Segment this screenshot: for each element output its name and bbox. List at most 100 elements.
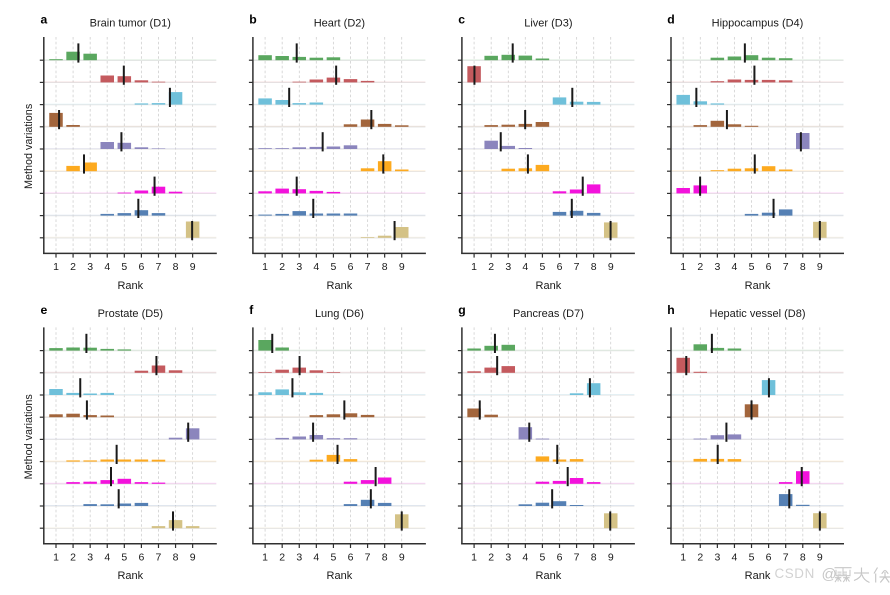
svg-text:a: a: [41, 13, 48, 27]
svg-text:1: 1: [680, 261, 686, 273]
svg-text:d: d: [667, 13, 674, 27]
svg-text:7: 7: [783, 552, 789, 564]
svg-text:8: 8: [173, 552, 179, 564]
svg-text:3: 3: [714, 552, 720, 564]
svg-text:8: 8: [591, 552, 597, 564]
svg-text:3: 3: [714, 261, 720, 273]
svg-text:Rank: Rank: [327, 570, 353, 582]
svg-text:8: 8: [382, 552, 388, 564]
svg-text:5: 5: [121, 261, 127, 273]
svg-text:1: 1: [471, 261, 477, 273]
svg-text:1: 1: [262, 261, 268, 273]
svg-text:6: 6: [348, 552, 354, 564]
svg-text:5: 5: [749, 261, 755, 273]
svg-text:h: h: [667, 303, 674, 317]
svg-text:8: 8: [800, 261, 806, 273]
svg-text:7: 7: [783, 261, 789, 273]
svg-text:7: 7: [365, 261, 371, 273]
svg-text:g: g: [458, 303, 465, 317]
svg-text:Rank: Rank: [745, 280, 771, 292]
svg-text:9: 9: [608, 261, 614, 273]
svg-text:6: 6: [557, 552, 563, 564]
svg-text:9: 9: [608, 552, 614, 564]
svg-text:Rank: Rank: [327, 280, 353, 292]
svg-text:9: 9: [817, 261, 823, 273]
svg-text:1: 1: [53, 261, 59, 273]
svg-text:1: 1: [471, 552, 477, 564]
svg-text:6: 6: [348, 261, 354, 273]
svg-text:7: 7: [365, 552, 371, 564]
svg-text:Hepatic vessel (D8): Hepatic vessel (D8): [710, 308, 806, 320]
svg-text:6: 6: [138, 261, 144, 273]
svg-text:2: 2: [279, 552, 285, 564]
svg-text:b: b: [249, 13, 256, 27]
svg-text:8: 8: [173, 261, 179, 273]
svg-text:Pancreas (D7): Pancreas (D7): [513, 308, 584, 320]
svg-text:c: c: [458, 13, 465, 27]
svg-text:7: 7: [156, 261, 162, 273]
svg-text:9: 9: [399, 552, 405, 564]
svg-text:5: 5: [749, 552, 755, 564]
svg-text:2: 2: [70, 552, 76, 564]
svg-text:3: 3: [505, 552, 511, 564]
svg-text:4: 4: [313, 261, 319, 273]
svg-text:2: 2: [488, 552, 494, 564]
svg-text:6: 6: [766, 552, 772, 564]
svg-text:2: 2: [697, 261, 703, 273]
svg-text:4: 4: [313, 552, 319, 564]
svg-text:9: 9: [817, 552, 823, 564]
svg-text:Rank: Rank: [536, 570, 562, 582]
svg-text:4: 4: [732, 261, 738, 273]
svg-text:2: 2: [279, 261, 285, 273]
svg-text:3: 3: [505, 261, 511, 273]
svg-text:3: 3: [87, 552, 93, 564]
svg-text:5: 5: [539, 261, 545, 273]
svg-text:6: 6: [766, 261, 772, 273]
svg-text:1: 1: [53, 552, 59, 564]
svg-text:2: 2: [70, 261, 76, 273]
svg-text:Prostate (D5): Prostate (D5): [98, 308, 163, 320]
svg-text:3: 3: [87, 261, 93, 273]
svg-text:@: @: [822, 566, 837, 583]
svg-text:8: 8: [800, 552, 806, 564]
svg-text:7: 7: [574, 261, 580, 273]
svg-text:9: 9: [190, 261, 196, 273]
svg-text:Liver (D3): Liver (D3): [524, 18, 572, 30]
svg-text:9: 9: [399, 261, 405, 273]
svg-text:4: 4: [522, 261, 528, 273]
svg-text:Lung (D6): Lung (D6): [315, 308, 364, 320]
svg-text:4: 4: [732, 552, 738, 564]
svg-text:Rank: Rank: [117, 570, 143, 582]
svg-text:Rank: Rank: [745, 570, 771, 582]
svg-text:8: 8: [591, 261, 597, 273]
svg-text:CSDN: CSDN: [775, 566, 815, 581]
svg-text:4: 4: [104, 552, 110, 564]
svg-text:8: 8: [382, 261, 388, 273]
svg-text:5: 5: [330, 552, 336, 564]
svg-text:e: e: [41, 303, 48, 317]
svg-text:3: 3: [296, 552, 302, 564]
svg-text:4: 4: [522, 552, 528, 564]
svg-text:f: f: [249, 303, 254, 317]
svg-text:2: 2: [697, 552, 703, 564]
svg-text:5: 5: [539, 552, 545, 564]
svg-text:Method variations: Method variations: [23, 394, 35, 480]
svg-text:1: 1: [680, 552, 686, 564]
svg-text:7: 7: [156, 552, 162, 564]
svg-text:Rank: Rank: [536, 280, 562, 292]
svg-text:1: 1: [262, 552, 268, 564]
svg-text:9: 9: [190, 552, 196, 564]
svg-text:4: 4: [104, 261, 110, 273]
svg-text:Hippocampus (D4): Hippocampus (D4): [712, 18, 804, 30]
svg-text:Method variations: Method variations: [23, 103, 35, 189]
svg-text:5: 5: [330, 261, 336, 273]
svg-text:5: 5: [121, 552, 127, 564]
svg-text:6: 6: [138, 552, 144, 564]
svg-text:Rank: Rank: [117, 280, 143, 292]
svg-text:Heart (D2): Heart (D2): [314, 18, 365, 30]
svg-text:6: 6: [557, 261, 563, 273]
svg-text:2: 2: [488, 261, 494, 273]
svg-text:Brain tumor (D1): Brain tumor (D1): [90, 18, 171, 30]
svg-text:7: 7: [574, 552, 580, 564]
svg-text:3: 3: [296, 261, 302, 273]
